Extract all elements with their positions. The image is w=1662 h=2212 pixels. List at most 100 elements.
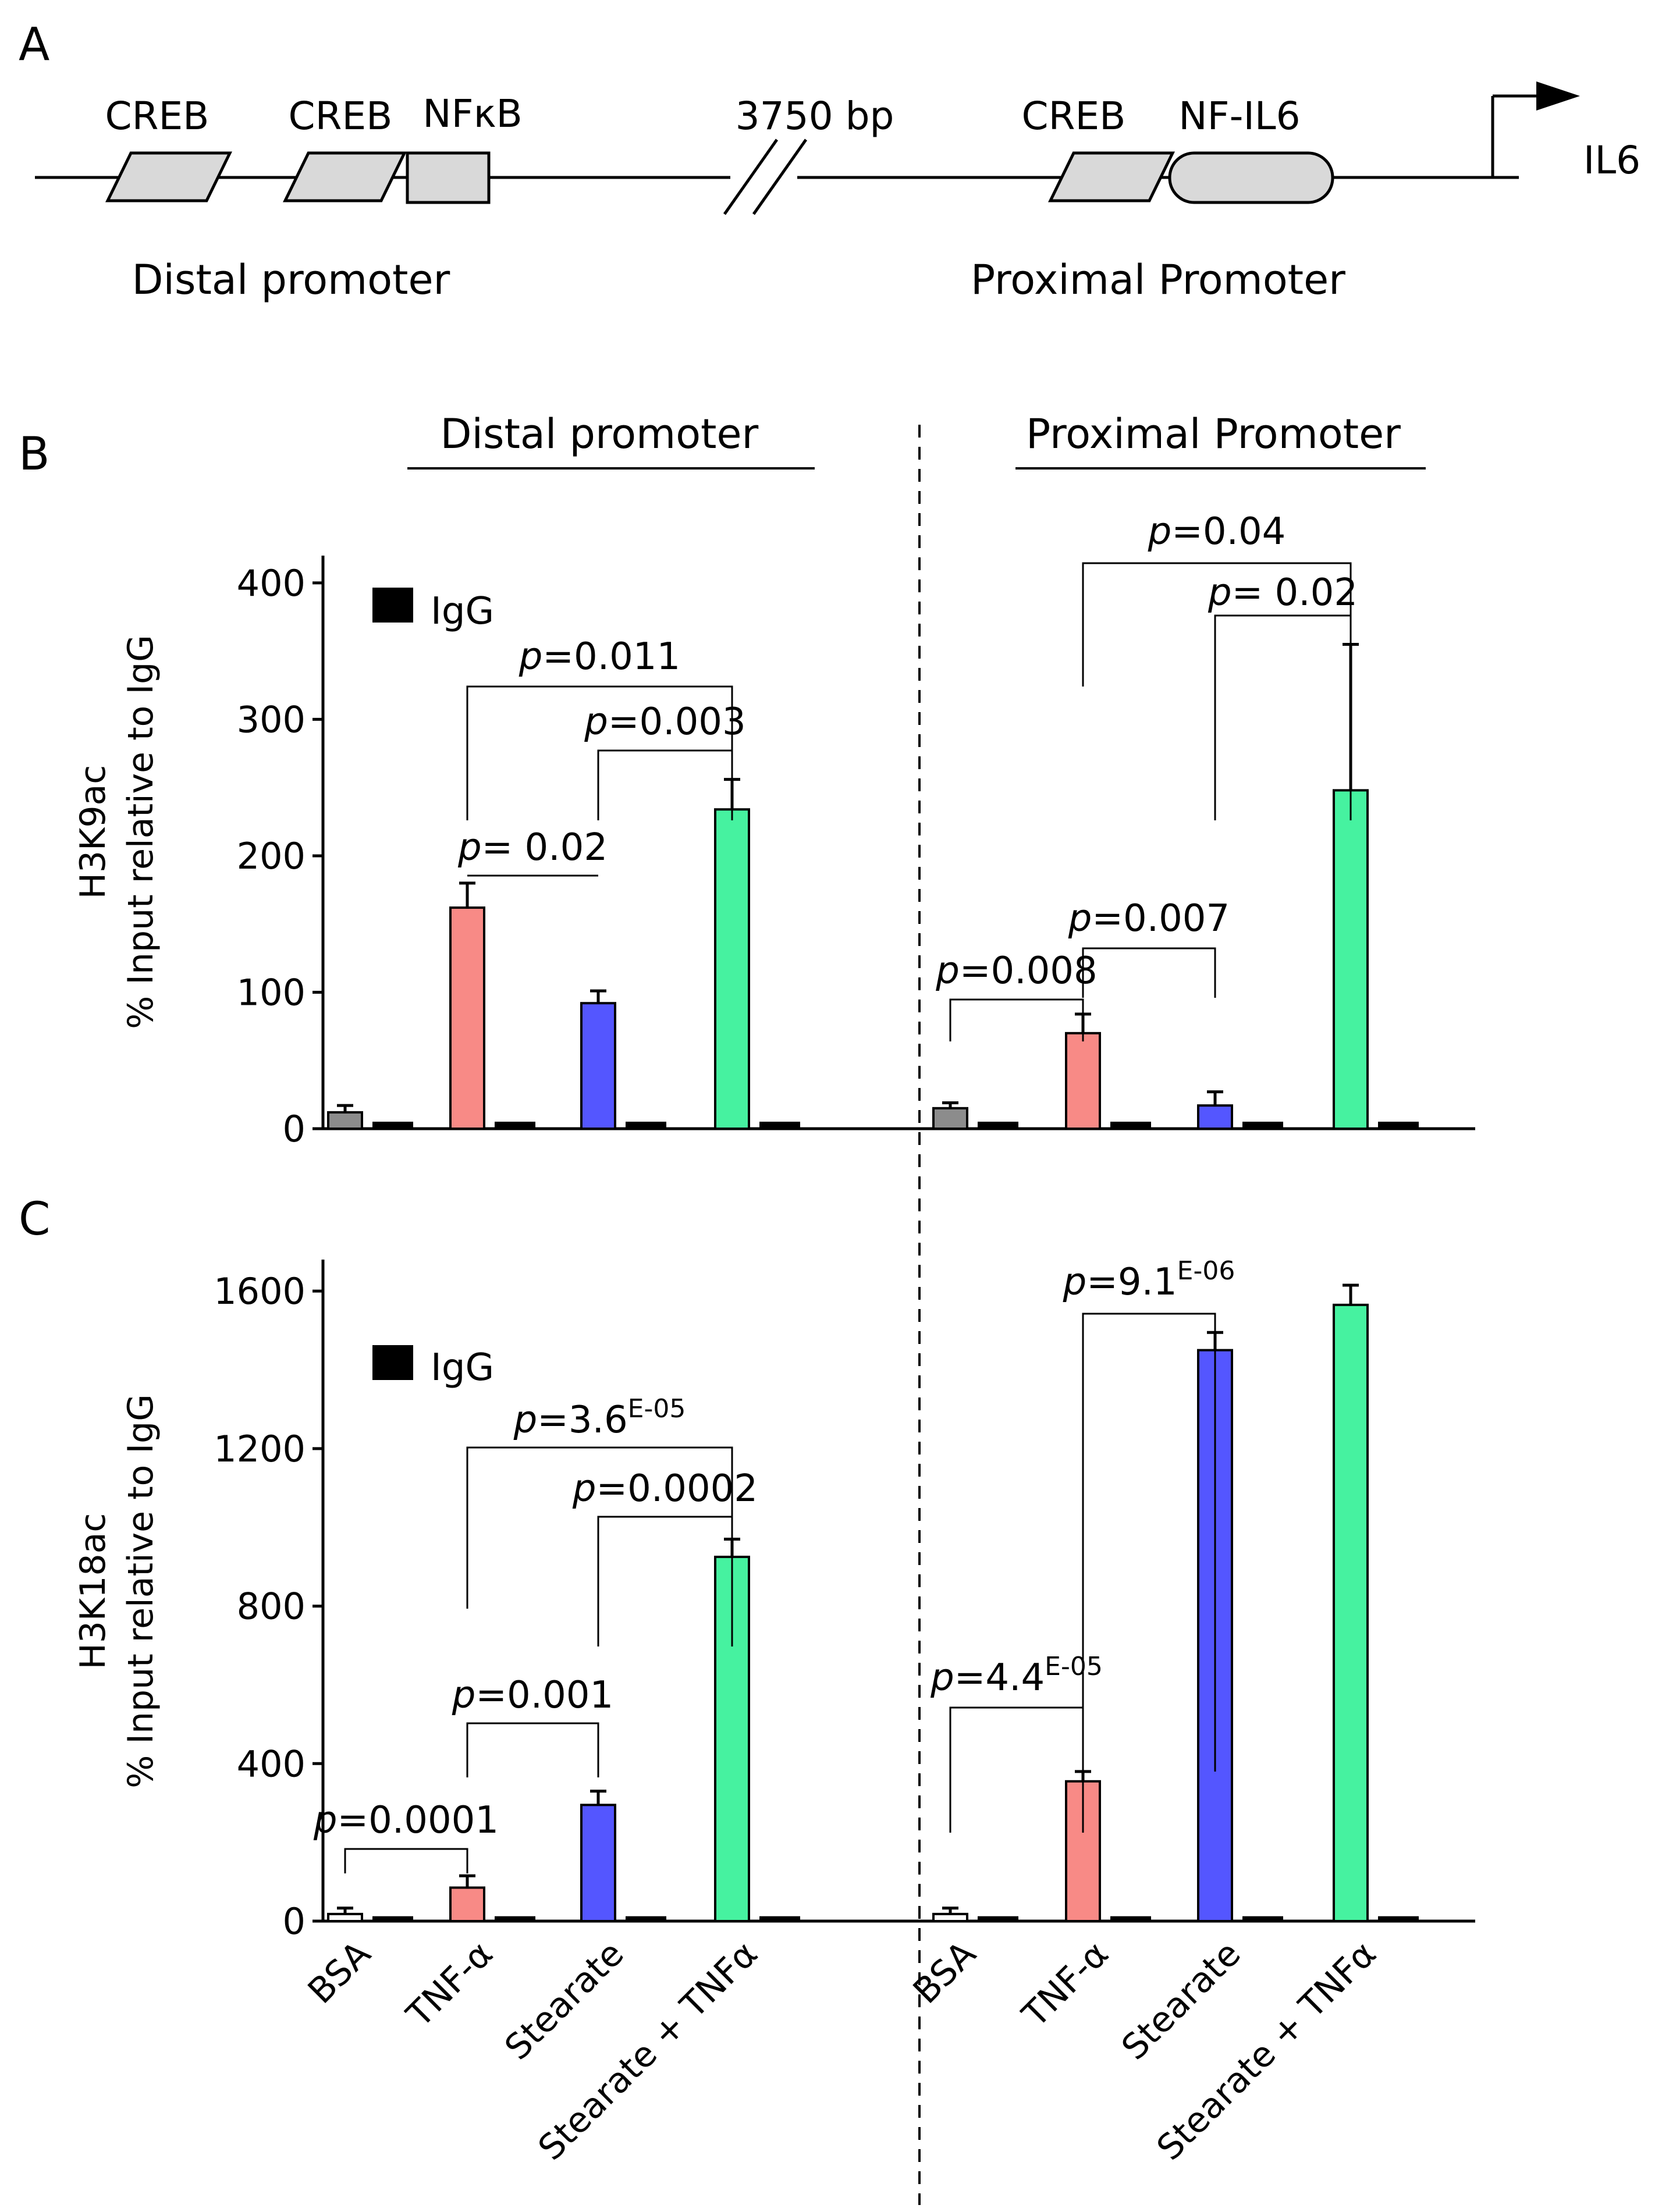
bar-distal-0: [327, 1912, 363, 1923]
bar-distal-1: [449, 1886, 485, 1922]
bar-igg: [759, 1121, 800, 1129]
bar-distal-2: [580, 1002, 616, 1130]
pvalue-label: p=0.0001: [313, 1799, 499, 1842]
label-proximal-promoter: Proximal Promoter: [971, 256, 1345, 304]
bar-proximal-3: [1333, 789, 1369, 1130]
pvalue-label: p=0.003: [584, 700, 745, 744]
y-tick-label: 0: [283, 1108, 306, 1150]
pvalue-bracket: [597, 749, 733, 820]
y-tick-label: 0: [283, 1900, 306, 1943]
bar-igg: [759, 1916, 800, 1921]
bar-igg: [1378, 1916, 1419, 1921]
bar-proximal-0: [932, 1107, 968, 1130]
panel-letter-b: B: [19, 428, 50, 481]
header-proximal: Proximal Promoter: [1026, 410, 1401, 458]
pvalue-label: p=0.008: [935, 949, 1097, 993]
pvalue-bracket: [597, 1516, 733, 1646]
bar-proximal-0: [932, 1912, 968, 1923]
legend-label-igg: IgG: [431, 1346, 494, 1389]
pvalue-label: p= 0.02: [1208, 571, 1358, 614]
bar-distal-3: [714, 1555, 750, 1922]
bar-igg: [626, 1121, 666, 1129]
bar-igg: [495, 1916, 535, 1921]
bar-proximal-2: [1197, 1104, 1233, 1130]
legend-label-igg: IgG: [431, 590, 494, 633]
bar-proximal-1: [1065, 1032, 1101, 1130]
gap-slash-2: [752, 138, 808, 215]
y-tick-label: 200: [237, 835, 306, 877]
creb-box-3: [1047, 151, 1176, 202]
pvalue-bracket: [949, 998, 1084, 1041]
x-category-label: TNF-α: [1014, 1933, 1117, 2036]
label-gap: 3750 bp: [736, 94, 894, 138]
pvalue-bracket: [1214, 614, 1352, 820]
y-tick-label: 400: [237, 1742, 306, 1785]
bar-igg: [1378, 1121, 1419, 1129]
x-category-label: BSA: [905, 1933, 984, 2012]
x-category-label: TNF-α: [399, 1933, 501, 2036]
bar-igg: [1110, 1121, 1151, 1129]
pvalue-bracket: [466, 1722, 599, 1777]
panel-a-schematic: A CREB CREB NFκB 3750 bp CREB NF-IL6 IL6…: [19, 19, 1640, 304]
pvalue-label: p=3.6E-05: [513, 1394, 686, 1442]
label-creb-2: CREB: [289, 94, 393, 138]
pvalue-bracket: [344, 1848, 468, 1873]
y-axis-subtitle: % Input relative to IgG: [120, 1394, 161, 1788]
x-category-label: Stearate + TNFα: [531, 1933, 766, 2168]
pvalue-label: p=0.0002: [572, 1467, 758, 1510]
label-nfkb: NFκB: [422, 91, 523, 136]
y-axis-title: H3K9ac: [73, 765, 113, 899]
y-tick-label: 800: [237, 1585, 306, 1628]
panel-letter-c: C: [19, 1193, 50, 1246]
bar-igg: [372, 1916, 413, 1921]
nfkb-box: [406, 151, 491, 204]
bar-proximal-3: [1333, 1303, 1369, 1922]
bar-distal-1: [449, 906, 485, 1130]
legend-swatch-igg: [372, 1345, 413, 1380]
bar-igg: [626, 1916, 666, 1921]
pvalue-bracket: [1082, 1313, 1216, 1772]
bar-igg: [1110, 1916, 1151, 1921]
y-axis-subtitle: % Input relative to IgG: [120, 635, 161, 1029]
bar-distal-2: [580, 1804, 616, 1922]
creb-box-2: [282, 151, 407, 202]
gap-slash-1: [723, 138, 779, 215]
bar-igg: [495, 1121, 535, 1129]
label-gene: IL6: [1583, 138, 1640, 183]
pvalue-label: p=0.04: [1148, 510, 1286, 553]
pvalue-label: p= 0.02: [457, 826, 608, 869]
x-category-label: Stearate: [497, 1933, 631, 2068]
pvalue-bracket: [949, 1706, 1084, 1833]
pvalue-label: p=0.007: [1068, 897, 1230, 940]
y-tick-label: 300: [237, 698, 306, 741]
label-creb-3: CREB: [1022, 94, 1126, 138]
tss-arrow-head-icon: [1536, 81, 1580, 111]
pvalue-bracket: [1082, 947, 1216, 998]
chart-panel-b: 0 100 200 300 400 H3K9ac% Input relative to I…: [73, 510, 1475, 1150]
bar-distal-3: [714, 808, 750, 1130]
pvalue-label: p=9.1E-06: [1063, 1256, 1235, 1304]
bar-igg: [372, 1121, 413, 1129]
pvalue-label: p=4.4E-05: [930, 1652, 1103, 1699]
label-nfil6: NF-IL6: [1178, 94, 1300, 138]
pvalue-label: p=0.001: [452, 1674, 613, 1717]
x-category-label: BSA: [300, 1933, 379, 2012]
y-tick-label: 400: [237, 562, 306, 604]
x-category-label: Stearate: [1114, 1933, 1248, 2068]
y-tick-label: 1600: [214, 1270, 306, 1313]
label-distal-promoter: Distal promoter: [132, 256, 450, 304]
label-creb-1: CREB: [105, 94, 209, 138]
bar-igg: [978, 1121, 1018, 1129]
bar-igg: [978, 1916, 1018, 1921]
pvalue-label: p=0.011: [519, 635, 680, 678]
bar-igg: [1242, 1121, 1283, 1129]
header-distal: Distal promoter: [441, 410, 759, 458]
bar-distal-0: [327, 1111, 363, 1130]
y-tick-label: 100: [237, 971, 306, 1013]
nfil6-oval: [1168, 151, 1334, 204]
legend-swatch-igg: [372, 588, 413, 623]
y-tick-label: 1200: [214, 1428, 306, 1470]
y-axis-title: H3K18ac: [73, 1513, 113, 1670]
chart-panel-c: 0 400 800 1200 1600 H3K18ac% Input relative t…: [73, 1256, 1475, 2168]
